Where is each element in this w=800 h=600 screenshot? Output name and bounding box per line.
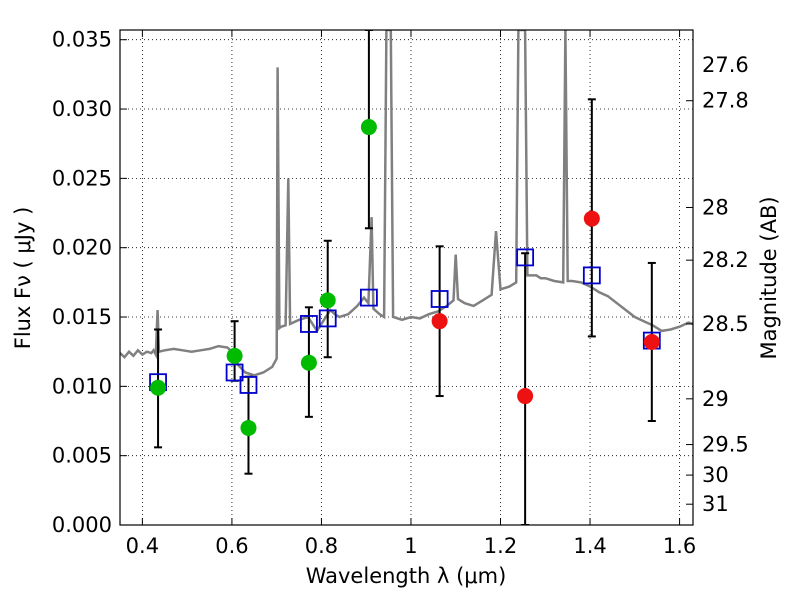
model-photometry-square [300,315,318,333]
x-tick-label: 1 [404,534,417,558]
observed-point-green [240,419,257,436]
tick-labels: 0.4 0.6 0.8 1 1.2 1.4 1.6 0.000 0.005 0.010 0.015 0… [52,28,749,558]
observed-point-green [226,347,243,364]
model-photometry-square [318,309,337,328]
observed-point-green [300,354,317,371]
y2-tick-label: 28 [702,195,729,219]
observed-point-red [431,313,448,330]
x-tick-label: 1.2 [484,534,517,558]
y2-tick-label: 29 [702,387,729,411]
y-tick-label: 0.010 [52,374,112,398]
observed-points [150,119,660,436]
plot-frame [119,29,694,526]
y-tick-label: 0.000 [52,513,112,537]
x-tick-label: 1.4 [573,534,606,558]
y-axis-title: Flux Fν ( μJy ) [11,207,35,350]
model-photometry-square [359,288,378,307]
observed-point-red [643,333,660,350]
model-photometry-square [582,266,601,285]
observed-point-red [583,210,600,227]
plot-area [120,30,693,525]
observed-point-red [517,388,534,405]
model-photometry-square [239,376,258,394]
y2-axis-title: Magnitude (AB) [757,196,781,359]
x-tick-label: 0.4 [126,534,159,558]
y2-tick-label: 27.8 [702,89,749,113]
x-axis-title: Wavelength λ (μm) [306,564,507,588]
y2-tick-label: 31 [702,492,729,516]
y-tick-label: 0.030 [52,97,112,121]
model-photometry-square [516,248,535,267]
y-tick-label: 0.035 [52,28,112,52]
y-tick-label: 0.015 [52,305,112,329]
model-spectrum-line [120,30,693,377]
observed-point-green [360,119,377,136]
x-tick-label: 1.6 [663,534,696,558]
y-tick-label: 0.005 [52,444,112,468]
model-photometry-square [430,290,449,308]
y2-tick-label: 28.2 [702,248,749,272]
y2-tick-label: 27.6 [702,53,749,77]
y2-tick-label: 28.5 [702,312,749,336]
observed-point-green [150,379,167,396]
x-tick-label: 0.6 [215,534,248,558]
model-photometry-square [225,363,244,382]
y-tick-label: 0.020 [52,236,112,260]
grid-lines [120,30,693,525]
y2-tick-label: 29.5 [702,433,749,457]
observed-point-green [319,292,336,309]
y-tick-label: 0.025 [52,166,112,190]
x-tick-label: 0.8 [305,534,338,558]
y2-tick-label: 30 [702,463,729,487]
axis-ticks [120,30,693,526]
